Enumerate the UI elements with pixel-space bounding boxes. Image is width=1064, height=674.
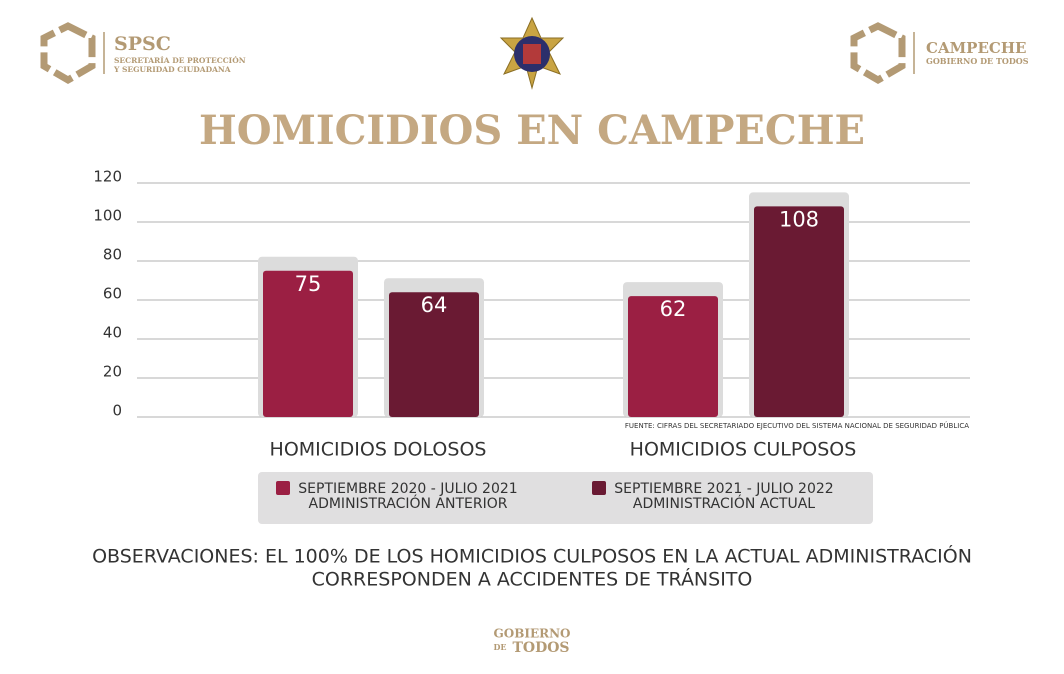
spsc-logo: SPSC SECRETARÍA DE PROTECCIÓN Y SEGURIDA… (40, 22, 246, 85)
y-tick-label: 0 (112, 402, 122, 420)
y-tick-label: 40 (103, 324, 122, 342)
bar (628, 296, 718, 417)
y-tick-label: 80 (103, 246, 122, 264)
bar (754, 206, 844, 417)
observation: OBSERVACIONES: EL 100% DE LOS HOMICIDIOS… (92, 544, 972, 568)
legend: SEPTIEMBRE 2020 - JULIO 2021ADMINISTRACI… (276, 481, 834, 512)
bar (389, 292, 479, 417)
bar (263, 270, 353, 417)
badge-shield (523, 44, 541, 64)
legend-swatch (276, 481, 290, 495)
y-tick-label: 100 (93, 207, 122, 225)
logo-name: CAMPECHE (926, 39, 1026, 57)
x-tick-label: HOMICIDIOS CULPOSOS (630, 439, 857, 461)
chart-title: HOMICIDIOS EN CAMPECHE (199, 107, 865, 154)
legend-label: SEPTIEMBRE 2021 - JULIO 2022 (614, 481, 833, 497)
legend-label: SEPTIEMBRE 2020 - JULIO 2021 (298, 481, 517, 497)
logo-text: SECRETARÍA DE PROTECCIÓN (114, 56, 246, 65)
logo-mark (40, 22, 96, 85)
footer-logo: TODOS (512, 640, 569, 656)
logo-text: Y SEGURIDAD CIUDADANA (113, 65, 231, 74)
value-label: 64 (421, 293, 448, 317)
value-label: 108 (779, 207, 819, 231)
value-label: 62 (660, 297, 687, 321)
police-badge (499, 16, 565, 90)
campeche-logo: CAMPECHE GOBIERNO DE TODOS (850, 22, 1029, 85)
legend-label: ADMINISTRACIÓN ANTERIOR (309, 494, 508, 512)
x-tick-label: HOMICIDIOS DOLOSOS (270, 439, 487, 461)
legend-swatch (592, 481, 606, 495)
footer-logo: GOBIERNO (494, 627, 571, 641)
y-tick-label: 20 (103, 363, 122, 381)
y-tick-label: 120 (93, 168, 122, 186)
logo-text: GOBIERNO DE TODOS (926, 56, 1029, 66)
plot: 0 20 40 60 80 100 120 HOMICIDIOS DOLOSOS HOMICID… (93, 168, 970, 461)
legend-label: ADMINISTRACIÓN ACTUAL (633, 494, 815, 512)
logo-name: SPSC (114, 33, 171, 55)
logo-mark (850, 22, 906, 85)
legend-box (258, 472, 873, 524)
footer-logo: DE (493, 642, 506, 652)
observation: CORRESPONDEN A ACCIDENTES DE TRÁNSITO (312, 568, 753, 591)
source-note: FUENTE: CIFRAS DEL SECRETARIADO EJECUTIV… (625, 421, 969, 430)
value-label: 75 (295, 272, 322, 296)
y-tick-label: 60 (103, 285, 122, 303)
